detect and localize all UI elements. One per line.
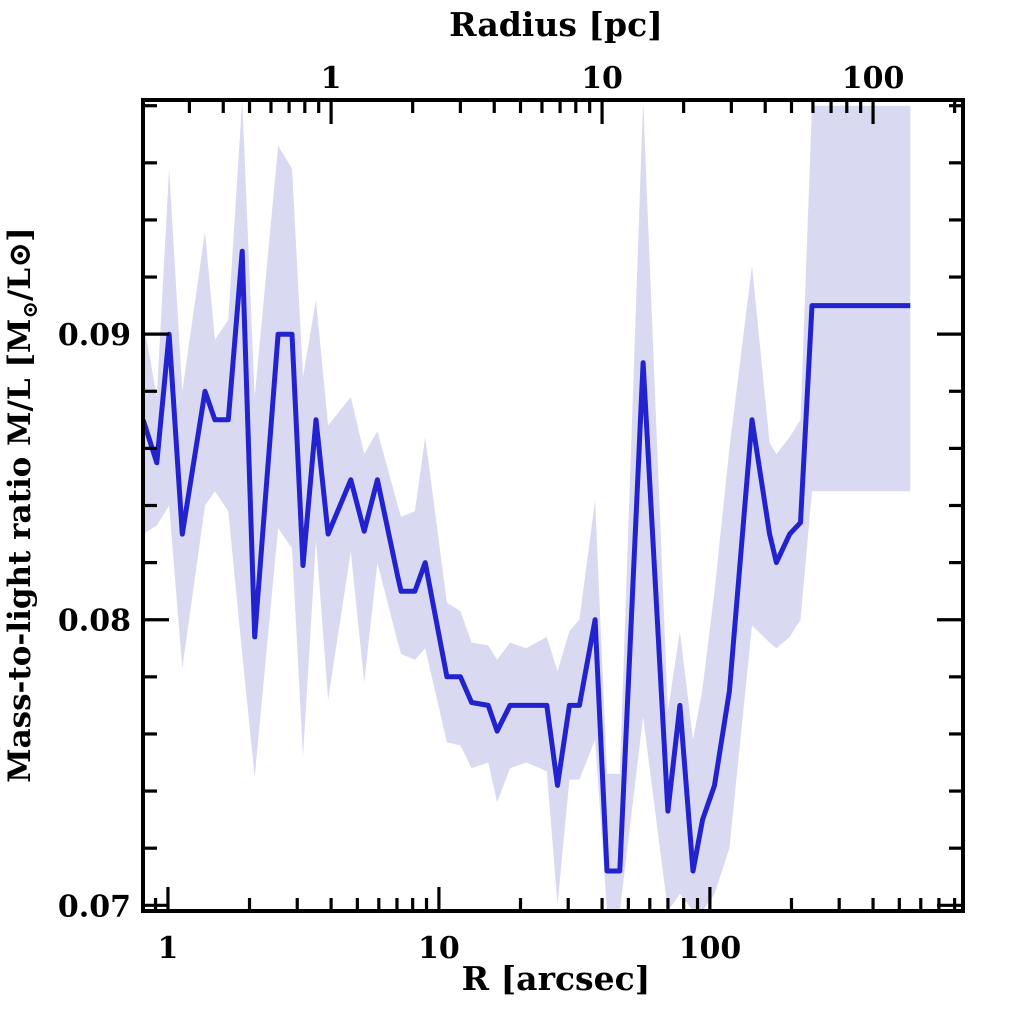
bottom-axis-title: R [arcsec] (462, 959, 651, 998)
x-bottom-tick-label: 10 (418, 931, 460, 966)
x-top-tick-label: 1 (321, 61, 342, 96)
x-top-tick-label: 100 (842, 61, 905, 96)
error-band (143, 100, 911, 911)
axis-ticks (143, 100, 963, 911)
y-tick-label: 0.09 (58, 318, 131, 353)
x-top-tick-label: 10 (581, 61, 623, 96)
y-axis-title: Mass-to-light ratio M/L [M⊙/L⊙] (2, 227, 42, 783)
ml-line (143, 248, 911, 874)
x-bottom-tick-label: 1 (158, 931, 179, 966)
y-tick-label: 0.07 (58, 889, 131, 924)
top-axis-title: Radius [pc] (449, 5, 663, 44)
data-line-group (143, 248, 911, 874)
tick-labels: 1 10 100 1 10 100 0.07 0.08 0.09 (58, 61, 904, 966)
y-tick-label: 0.08 (58, 604, 131, 639)
x-bottom-tick-label: 100 (679, 931, 742, 966)
error-band-group (143, 100, 911, 911)
